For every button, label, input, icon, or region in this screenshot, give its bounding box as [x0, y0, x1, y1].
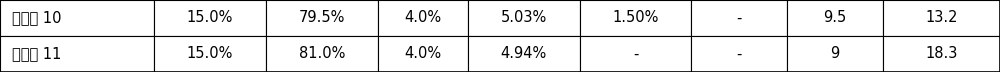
Bar — [883, 36, 1000, 72]
Bar — [468, 0, 580, 36]
Bar — [0, 0, 154, 36]
Bar — [787, 36, 883, 72]
Text: -: - — [633, 47, 638, 61]
Bar — [154, 36, 266, 72]
Bar — [787, 0, 883, 36]
Bar — [154, 0, 266, 36]
Bar — [691, 36, 787, 72]
Text: 81.0%: 81.0% — [299, 47, 345, 61]
Text: -: - — [737, 11, 742, 25]
Text: 4.0%: 4.0% — [404, 47, 441, 61]
Bar — [883, 0, 1000, 36]
Bar — [691, 0, 787, 36]
Text: 15.0%: 15.0% — [187, 11, 233, 25]
Text: 79.5%: 79.5% — [299, 11, 345, 25]
Text: 9.5: 9.5 — [823, 11, 847, 25]
Bar — [266, 0, 378, 36]
Text: 5.03%: 5.03% — [501, 11, 547, 25]
Bar — [266, 36, 378, 72]
Text: 13.2: 13.2 — [925, 11, 958, 25]
Bar — [378, 36, 468, 72]
Bar — [580, 0, 691, 36]
Text: 比较例 11: 比较例 11 — [12, 47, 61, 61]
Text: 1.50%: 1.50% — [612, 11, 659, 25]
Text: 18.3: 18.3 — [925, 47, 958, 61]
Bar — [580, 36, 691, 72]
Bar — [468, 36, 580, 72]
Text: 4.0%: 4.0% — [404, 11, 441, 25]
Text: 9: 9 — [830, 47, 840, 61]
Text: 比较例 10: 比较例 10 — [12, 11, 62, 25]
Text: -: - — [737, 47, 742, 61]
Bar — [378, 0, 468, 36]
Text: 15.0%: 15.0% — [187, 47, 233, 61]
Text: 4.94%: 4.94% — [501, 47, 547, 61]
Bar — [0, 36, 154, 72]
